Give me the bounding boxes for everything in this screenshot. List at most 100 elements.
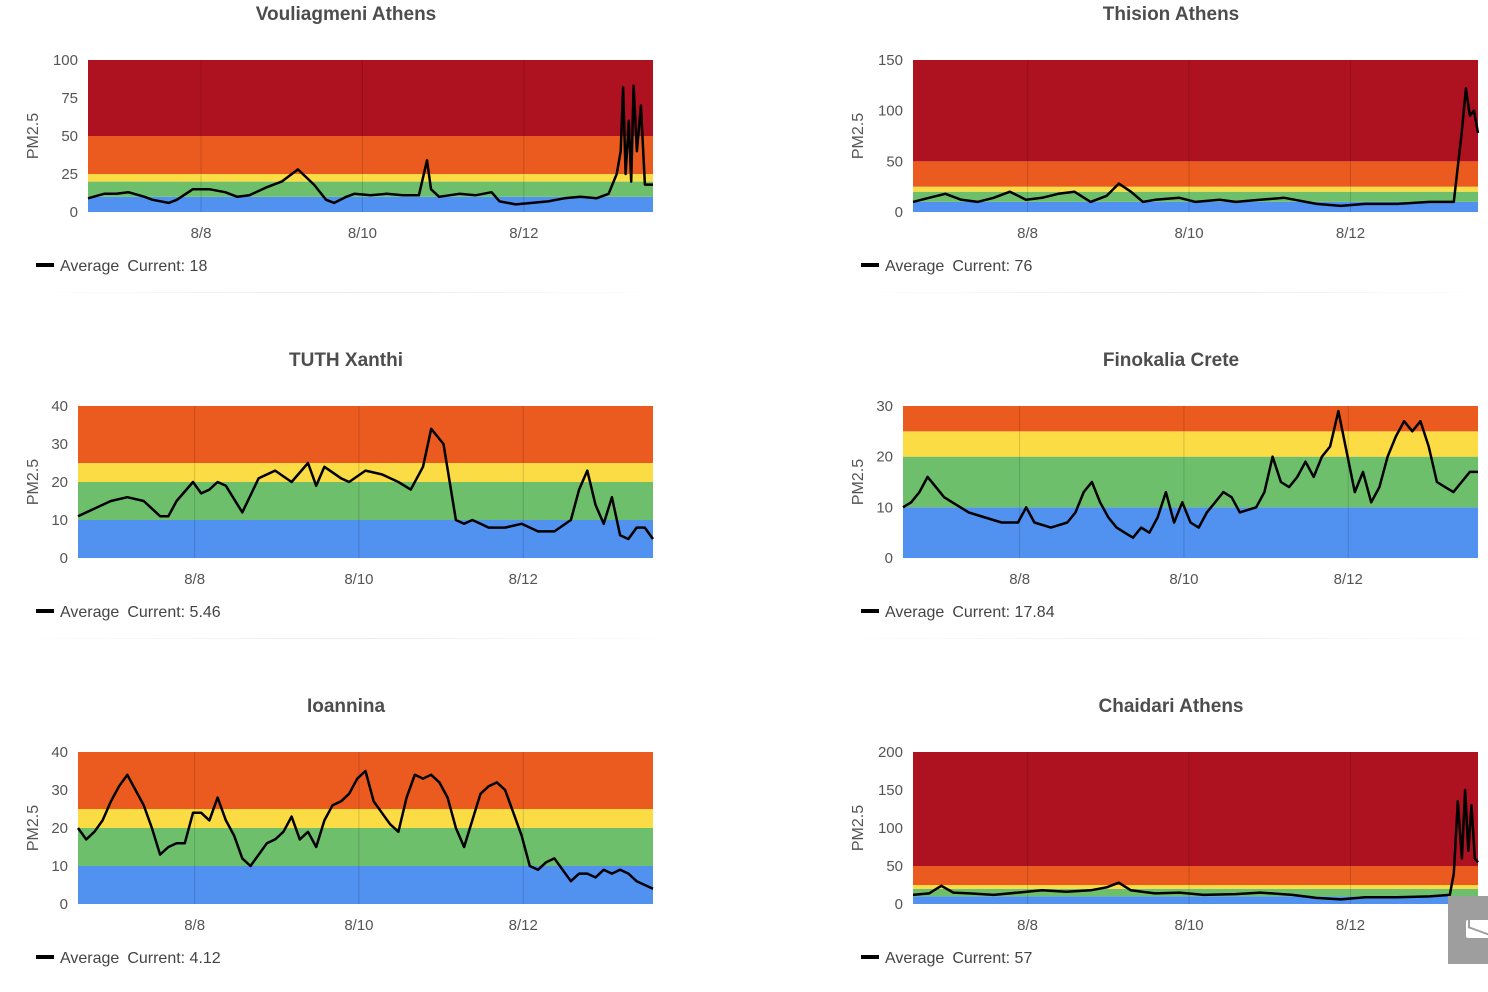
y-axis-label: PM2.5 [25,113,42,159]
chart-title: Thision Athens [1102,4,1240,25]
band-orange [913,161,1478,187]
chart-legend: Average Current: 76 [861,258,1032,276]
chart-svg: 0 50 100 150 200 8/8 8/10 8/12 PM2.5 [850,744,1479,934]
y-tick-label: 150 [878,782,903,799]
chart-svg: 0 10 20 30 40 8/8 8/10 8/12 PM2.5 [25,398,655,588]
legend-series-name: Average [885,950,945,967]
band-blue [913,201,1478,212]
band-orange [913,866,1478,885]
chart-legend: Average Current: 4.12 [36,950,221,968]
x-tick-label: 8/8 [1009,571,1030,588]
card-separator [10,638,682,639]
y-tick-label: 50 [886,153,903,170]
y-tick-label: 30 [876,398,893,415]
y-tick-label: 20 [51,474,68,491]
series-line [902,409,1478,539]
card-separator [835,292,1488,293]
x-tick-label: 8/10 [1169,571,1198,588]
card-separator [10,292,682,293]
series-line [912,87,1480,208]
x-tick-label: 8/8 [1017,917,1038,934]
chart-svg: 0 10 20 30 8/8 8/10 8/12 PM2.5 [850,398,1478,588]
legend-current-label: Current: [127,950,186,967]
band-orange [78,752,653,809]
x-tick-label: 8/12 [1336,917,1365,934]
legend-current-label: Current: [127,604,186,621]
band-yellow [78,463,653,482]
y-tick-label: 50 [886,858,903,875]
legend-swatch [861,954,879,959]
legend-current-value: 17.84 [1010,604,1055,621]
band-red [913,60,1478,162]
band-yellow [78,809,653,828]
chart-legend: Average Current: 5.46 [36,604,221,622]
y-tick-label: 25 [61,166,78,183]
chart-card: Finokalia Crete 0 10 20 30 8/8 8/10 8/12 PM2.5 Av… [835,346,1488,646]
band-red [913,752,1478,866]
x-tick-label: 8/8 [184,571,205,588]
y-tick-label: 0 [60,896,68,913]
y-axis-label: PM2.5 [25,459,42,505]
card-separator [835,638,1488,639]
envelope-icon [1466,920,1488,938]
band-green [78,828,653,866]
chart-legend: Average Current: 18 [36,258,207,276]
band-yellow [913,885,1478,889]
legend-current-label: Current: [952,950,1011,967]
y-tick-label: 75 [61,90,78,107]
band-red [88,60,653,136]
y-tick-label: 150 [878,52,903,69]
y-tick-label: 0 [60,550,68,567]
chart-card: Chaidari Athens 0 50 100 150 200 8/8 8/10 8/12 PM… [835,692,1488,992]
band-orange [88,136,653,174]
chart-card: TUTH Xanthi 0 10 20 30 40 8/8 8/10 8/12 PM2.5 Aver… [10,346,682,646]
legend-current-value: 4.12 [185,950,221,967]
y-tick-label: 10 [51,512,68,529]
chart-svg: 0 25 50 75 100 8/8 8/10 8/12 PM2.5 [25,52,653,242]
x-tick-label: 8/10 [344,571,373,588]
legend-series-name: Average [60,950,120,967]
series-line [76,769,654,890]
y-tick-label: 200 [878,744,903,761]
y-tick-label: 20 [876,449,893,466]
x-tick-label: 8/8 [191,225,212,242]
series-line [77,427,655,541]
y-axis-label: PM2.5 [850,459,867,505]
chart-card: Ioannina 0 10 20 30 40 8/8 8/10 8/12 PM2.5 Average… [10,692,682,992]
x-tick-label: 8/10 [344,917,373,934]
series-line [912,788,1479,901]
legend-series-name: Average [60,604,120,621]
legend-series-name: Average [885,604,945,621]
legend-swatch [36,262,54,267]
band-orange [78,406,653,463]
y-tick-label: 10 [876,499,893,516]
y-tick-label: 40 [51,744,68,761]
legend-swatch [36,608,54,613]
x-tick-label: 8/10 [1174,917,1203,934]
contact-mail-button[interactable] [1448,896,1488,964]
legend-current-value: 57 [1010,950,1033,967]
y-axis-label: PM2.5 [850,113,867,159]
x-tick-label: 8/12 [1334,571,1363,588]
chart-card: Vouliagmeni Athens 0 25 50 75 100 8/8 8/10 8/12 P… [10,0,682,300]
x-tick-label: 8/10 [348,225,377,242]
y-tick-label: 40 [51,398,68,415]
band-green [913,888,1478,897]
chart-svg: 0 10 20 30 40 8/8 8/10 8/12 PM2.5 [25,744,654,934]
legend-current-label: Current: [952,258,1011,275]
y-axis-label: PM2.5 [25,805,42,851]
legend-current-value: 5.46 [185,604,221,621]
y-tick-label: 0 [895,896,903,913]
legend-swatch [861,608,879,613]
chart-title: TUTH Xanthi [289,350,403,371]
y-tick-label: 30 [51,436,68,453]
band-blue [913,896,1478,904]
x-tick-label: 8/12 [509,571,538,588]
chart-title: Finokalia Crete [1102,350,1240,371]
chart-svg: 0 50 100 150 8/8 8/10 8/12 PM2.5 [850,52,1480,242]
legend-series-name: Average [60,258,120,275]
y-tick-label: 0 [70,204,78,221]
legend-current-label: Current: [127,258,186,275]
band-orange [903,406,1478,432]
series-line [87,84,653,206]
